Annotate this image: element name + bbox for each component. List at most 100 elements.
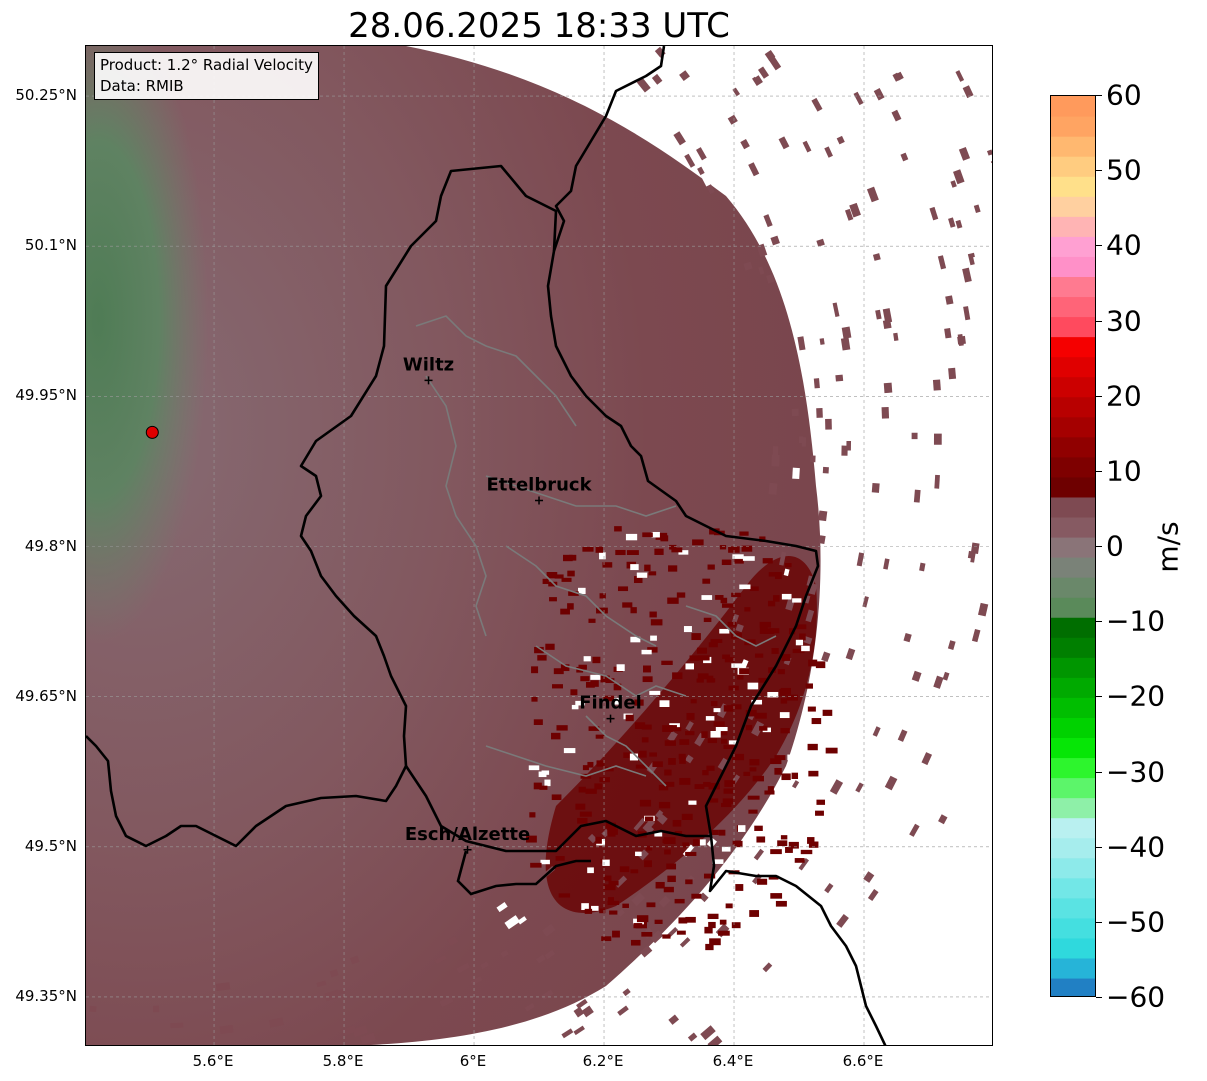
radar-pixel — [644, 564, 651, 572]
radar-pixel — [717, 757, 730, 771]
radar-pixel — [661, 660, 673, 665]
radar-pixel — [768, 56, 782, 71]
radar-pixel — [816, 799, 826, 805]
radar-pixel — [651, 531, 660, 538]
radar-pixel — [654, 548, 664, 555]
radar-pixel — [704, 926, 713, 934]
radar-pixel — [539, 785, 548, 790]
radar-pixel — [862, 596, 869, 608]
radar-pixel — [654, 831, 663, 837]
radar-pixel — [819, 338, 825, 345]
radar-pixel — [679, 777, 691, 785]
radar-pixel — [723, 788, 734, 794]
radar-pixel — [759, 627, 768, 634]
radar-pixel — [648, 571, 657, 576]
radar-pixel — [780, 835, 788, 840]
radar-pixel — [595, 546, 604, 553]
colorbar-segment — [1051, 136, 1095, 157]
radar-pixel — [663, 781, 675, 787]
longitude-label: 6°E — [459, 1052, 487, 1070]
colorbar-segment — [1051, 396, 1095, 418]
radar-pixel — [329, 969, 339, 978]
radar-pixel — [538, 771, 547, 778]
radar-pixel — [791, 780, 800, 789]
radar-pixel — [720, 738, 727, 744]
radar-pixel — [630, 564, 639, 571]
radar-pixel — [811, 97, 823, 112]
longitude-label: 5.6°E — [192, 1052, 234, 1070]
radar-pixel — [553, 668, 564, 675]
radar-pixel — [821, 651, 831, 663]
radar-pixel — [885, 887, 898, 901]
colorbar-segment — [1051, 637, 1095, 658]
radar-pixel — [947, 640, 956, 650]
latitude-label: 49.5°N — [24, 836, 77, 855]
colorbar-segment — [1051, 256, 1095, 277]
radar-pixel — [802, 140, 812, 153]
radar-pixel — [962, 267, 972, 283]
radar-pixel — [639, 799, 652, 807]
longitude-label: 6.4°E — [712, 1052, 754, 1070]
radar-pixel — [697, 673, 709, 680]
longitude-label: 6.6°E — [842, 1052, 884, 1070]
radar-pixel — [703, 617, 712, 623]
radar-pixel — [786, 694, 798, 701]
radar-pixel — [578, 587, 586, 595]
colorbar-tick — [1096, 696, 1102, 698]
radar-pixel — [698, 839, 706, 846]
radar-pixel — [748, 809, 758, 814]
colorbar-tick — [1096, 771, 1102, 773]
radar-pixel — [731, 704, 742, 710]
radar-pixel — [840, 337, 851, 351]
radar-pixel — [755, 712, 767, 719]
radar-pixel — [679, 739, 690, 745]
radar-pixel — [836, 914, 849, 928]
radar-pixel — [962, 557, 971, 570]
radar-pixel — [732, 753, 745, 761]
colorbar-tick — [1096, 621, 1102, 623]
radar-pixel — [668, 565, 678, 572]
radar-pixel — [770, 849, 782, 855]
radar-pixel — [751, 720, 765, 737]
colorbar-tick — [1096, 470, 1102, 472]
radar-pixel — [723, 744, 735, 749]
radar-pixel — [780, 728, 790, 734]
radar-pixel — [948, 217, 956, 228]
radar-pixel — [641, 737, 649, 743]
radar-pixel — [607, 830, 616, 837]
radar-pixel — [605, 678, 615, 684]
radar-pixel — [552, 684, 563, 689]
colorbar-segment — [1051, 236, 1095, 257]
radar-pixel — [669, 544, 677, 550]
radar-pixel — [599, 908, 606, 914]
radar-pixel — [612, 697, 620, 705]
latitude-label: 49.65°N — [15, 686, 77, 705]
radar-pixel — [777, 669, 785, 675]
radar-pixel — [772, 446, 779, 457]
radar-pixel — [758, 677, 768, 683]
latitude-label: 50.1°N — [24, 236, 77, 255]
radar-pixel — [561, 577, 572, 582]
city-label: Ettelbruck — [486, 474, 592, 495]
colorbar-tick — [1096, 846, 1102, 848]
radar-pixel — [844, 208, 854, 221]
radar-pixel — [560, 664, 570, 672]
radar-pixel — [841, 326, 852, 339]
radar-pixel — [740, 139, 750, 150]
radar-pixel — [718, 829, 726, 836]
radar-pixel — [664, 849, 671, 855]
radar-pixel — [533, 719, 543, 725]
radar-pixel — [599, 593, 606, 599]
radar-pixel — [705, 943, 714, 951]
radar-pixel — [600, 675, 610, 683]
radar-pixel — [727, 114, 738, 125]
colorbar-tick-label: 50 — [1106, 153, 1142, 187]
radar-pixel — [447, 936, 458, 946]
radar-pixel — [780, 698, 788, 704]
radar-pixel — [561, 1028, 574, 1039]
radar-pixel — [676, 930, 686, 935]
radar-pixel — [808, 841, 819, 848]
colorbar-segment — [1051, 557, 1095, 578]
radar-speckle-pixels — [89, 46, 992, 1045]
radar-pixel — [616, 664, 625, 672]
